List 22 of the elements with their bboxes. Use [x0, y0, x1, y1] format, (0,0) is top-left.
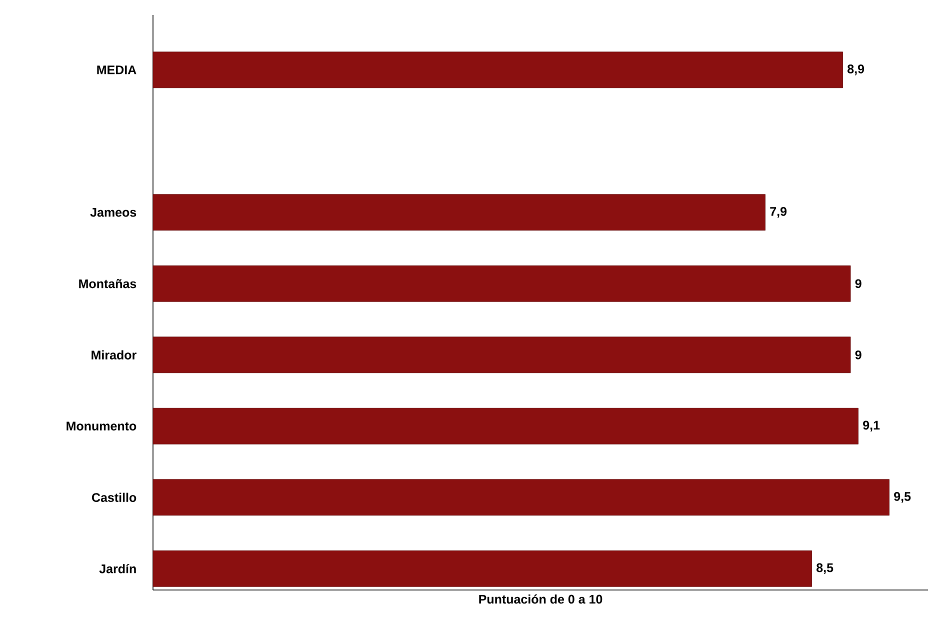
data-label: 8,5 — [816, 563, 834, 574]
y-tick-label: Mirador — [92, 350, 136, 360]
data-label: 9,1 — [863, 420, 880, 432]
data-label: 9 — [855, 279, 862, 288]
bar — [152, 52, 843, 88]
x-axis-title: Puntuación de 0 a 10 — [479, 594, 602, 604]
y-tick-label: Monumento — [66, 422, 136, 430]
y-tick-label: Montañas — [79, 279, 136, 288]
y-tick-label: Jameos — [90, 208, 136, 217]
y-tick-label: Jardín — [99, 564, 136, 574]
bar — [152, 194, 766, 231]
y-tick-label: MEDIA — [97, 66, 136, 74]
bar — [152, 408, 858, 444]
y-tick-label: Castillo — [92, 492, 136, 502]
data-label: 7,9 — [770, 207, 787, 218]
data-label: 8,9 — [848, 64, 864, 76]
bar — [152, 265, 851, 302]
bar — [152, 550, 812, 587]
bar — [152, 479, 890, 516]
bar — [152, 336, 851, 374]
data-label: 9 — [855, 350, 862, 360]
data-label: 9,5 — [894, 492, 911, 503]
